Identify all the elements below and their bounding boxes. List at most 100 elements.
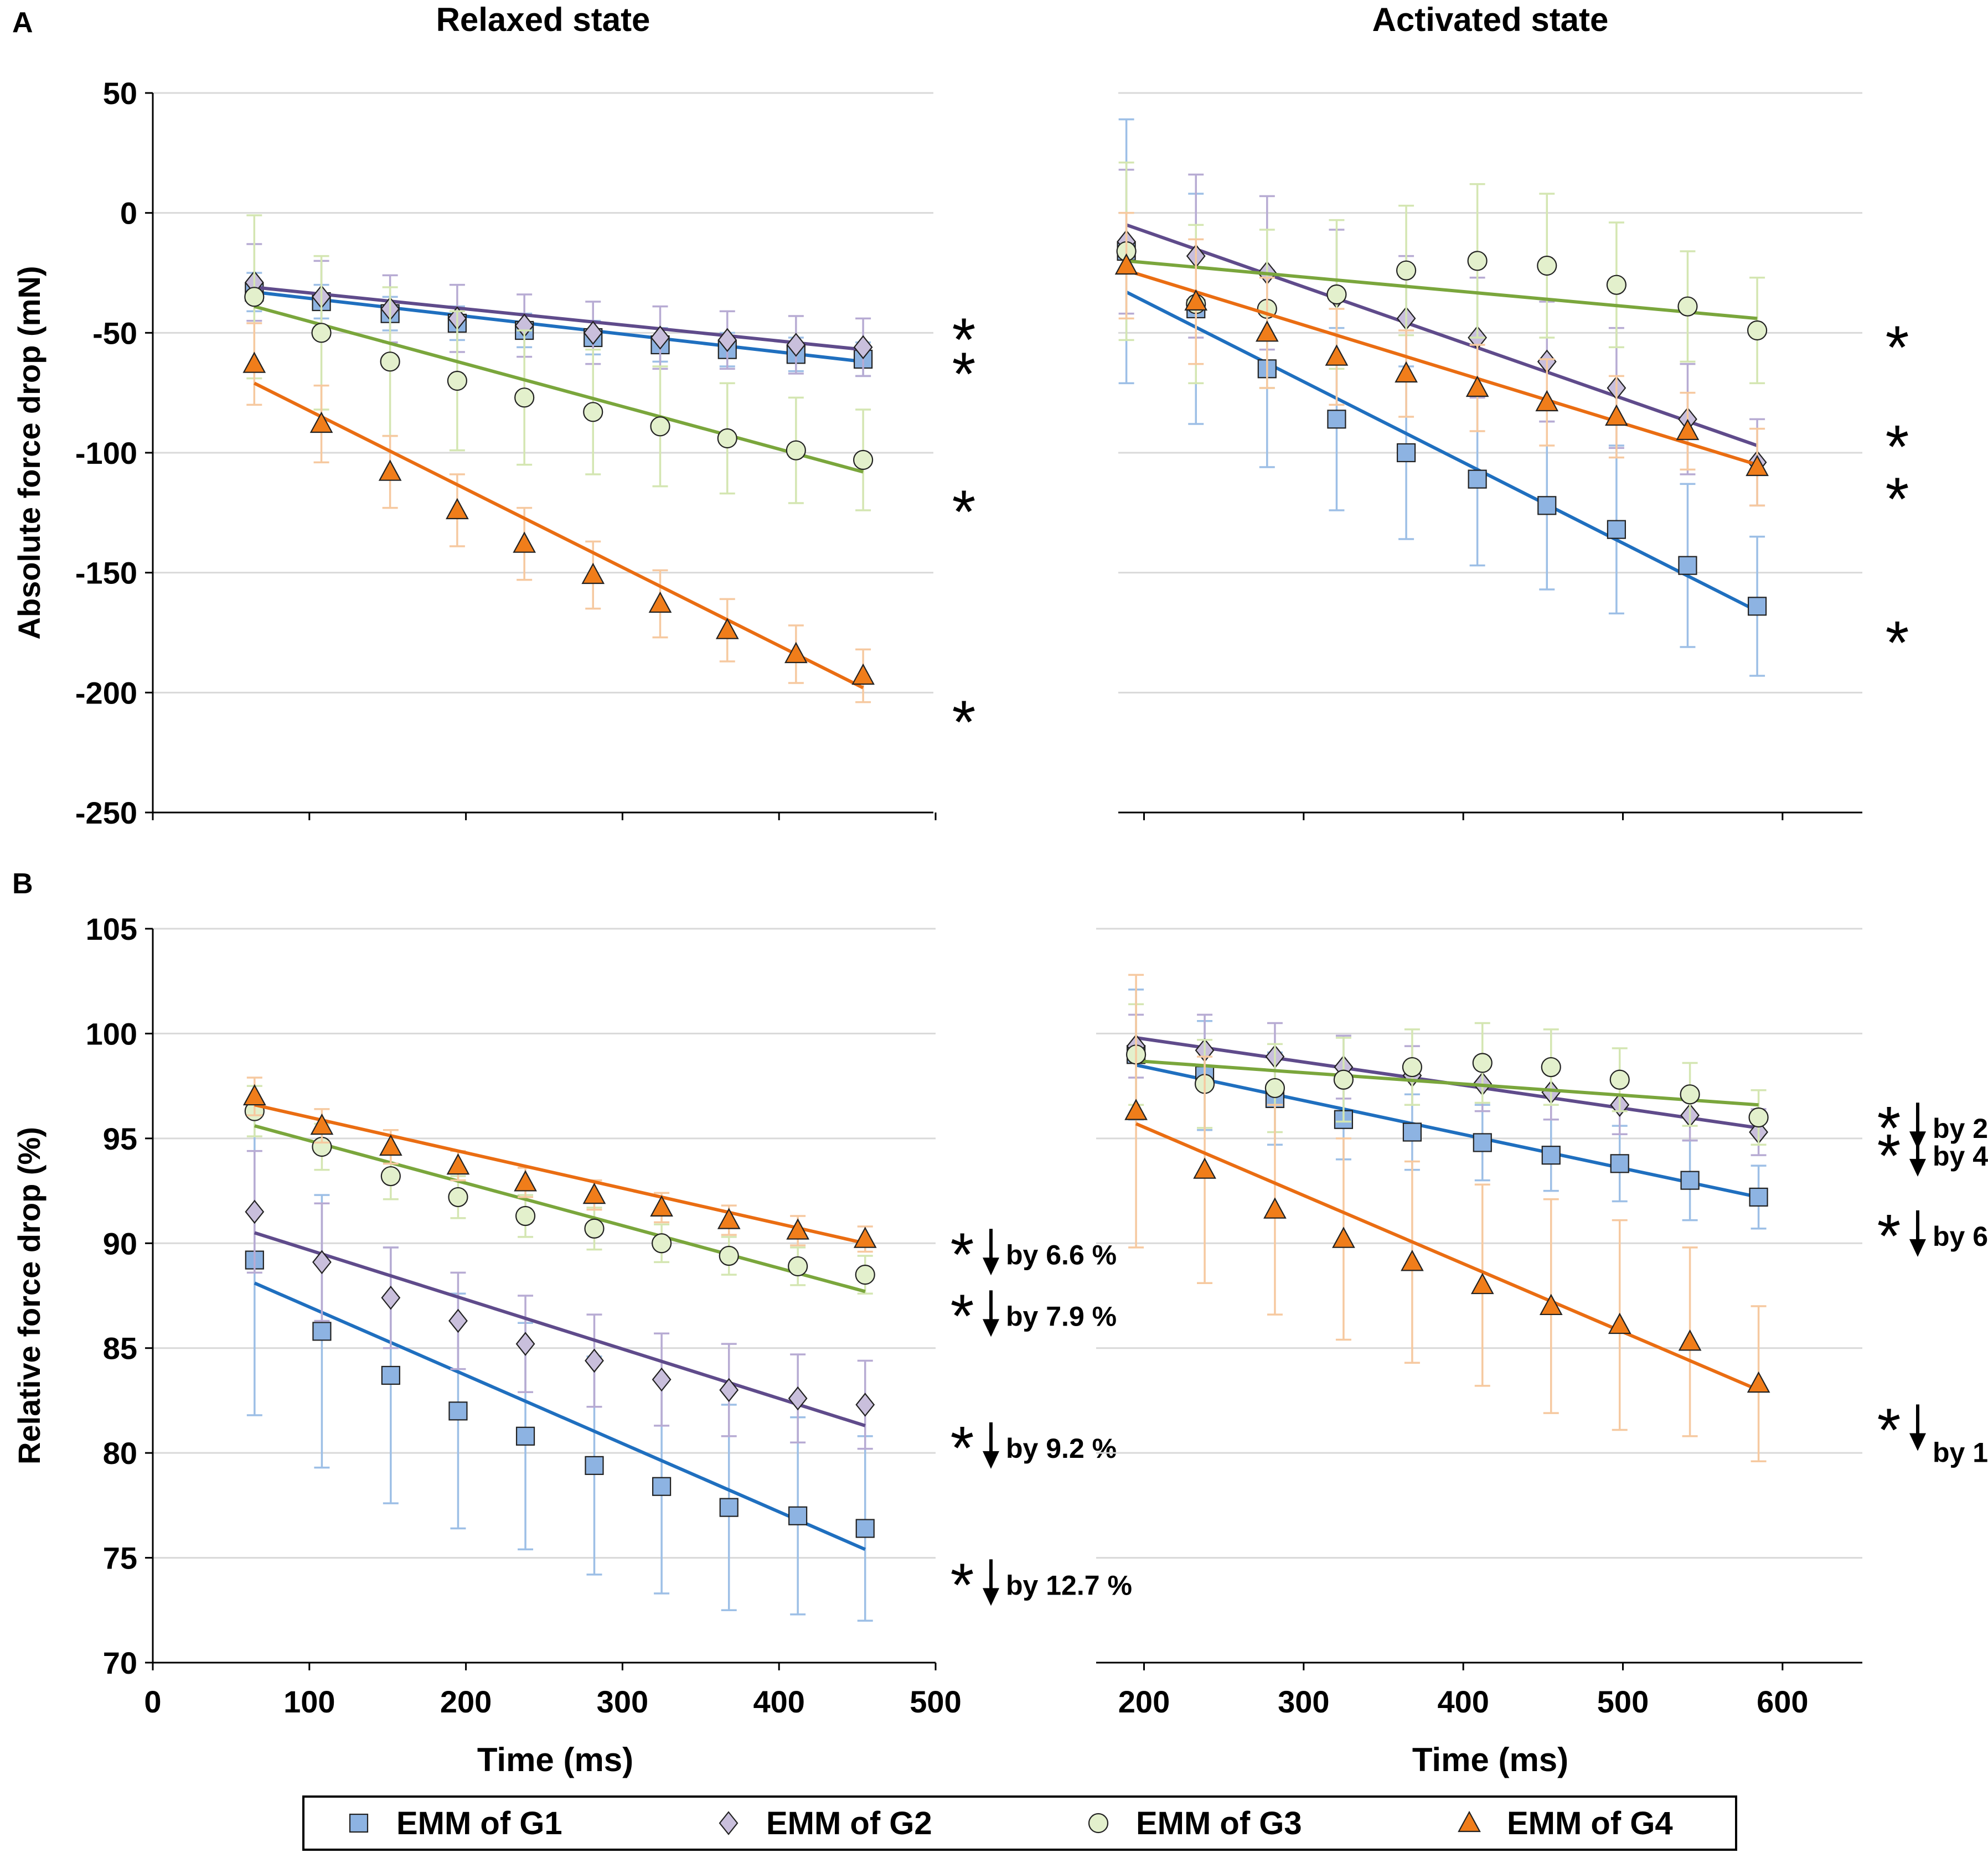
- data-point: [1750, 1188, 1768, 1206]
- significance-asterisk: *: [952, 478, 976, 546]
- data-point: [788, 1257, 807, 1276]
- arrow-head: [983, 1451, 999, 1469]
- data-point: [246, 1200, 264, 1223]
- trend-line: [1127, 261, 1757, 318]
- panel-B-relaxed: 1051009590858075700 100 200 300 400 500BRelat…: [12, 868, 1132, 1778]
- down-arrow-icon: [1909, 1103, 1926, 1149]
- data-point: [1681, 1172, 1699, 1189]
- down-arrow-icon: [1909, 1210, 1926, 1257]
- data-point: [1748, 1373, 1769, 1392]
- legend-label: EMM of G3: [1136, 1805, 1302, 1841]
- trend-line: [254, 292, 863, 362]
- x-tick-label: 200: [1118, 1684, 1170, 1719]
- data-point: [449, 1310, 467, 1332]
- trend-line: [1127, 292, 1757, 611]
- x-tick-label: 300: [1278, 1684, 1329, 1719]
- panel-title: Relaxed state: [436, 1, 650, 38]
- data-point: [1266, 1079, 1284, 1098]
- data-point: [515, 388, 534, 407]
- data-point: [1538, 496, 1556, 514]
- data-point: [1403, 1058, 1422, 1076]
- legend-label: EMM of G1: [396, 1805, 562, 1841]
- drop-label: by 7.9 %: [1006, 1301, 1117, 1332]
- data-point: [1472, 1274, 1493, 1293]
- panel-label: A: [12, 7, 33, 39]
- data-point: [1402, 1251, 1423, 1270]
- trend-line: [255, 1126, 865, 1291]
- data-point: [652, 1234, 671, 1253]
- trend-line: [1127, 271, 1757, 465]
- data-point: [854, 451, 872, 469]
- data-point: [1327, 285, 1346, 304]
- data-point: [653, 1369, 670, 1391]
- annotation-g3: *: [952, 478, 976, 546]
- data-point: [381, 1167, 400, 1186]
- data-point: [382, 1367, 400, 1384]
- data-point: [1474, 1134, 1491, 1151]
- arrow-head: [1909, 1433, 1926, 1451]
- data-point: [447, 1155, 468, 1174]
- legend-marker-circle-icon: [1089, 1814, 1108, 1833]
- arrow-head: [983, 1319, 999, 1337]
- drop-label: by 4.2 %: [1933, 1141, 1988, 1172]
- down-arrow-icon: [983, 1290, 999, 1337]
- data-point: [1469, 470, 1486, 488]
- data-point: [517, 1333, 534, 1355]
- arrow-head: [1909, 1159, 1926, 1177]
- data-point: [1403, 1123, 1421, 1141]
- series-g1: [245, 273, 872, 376]
- x-tick-label: 100: [283, 1684, 335, 1719]
- data-point: [1397, 261, 1416, 280]
- drop-label: by 6.3 %: [1933, 1221, 1988, 1252]
- arrow-head: [1909, 1131, 1926, 1149]
- data-point: [651, 417, 670, 436]
- drop-label: by 2.1 %: [1933, 1113, 1988, 1144]
- arrow-head: [983, 1588, 999, 1606]
- data-point: [1609, 1314, 1630, 1333]
- y-tick-label: 75: [103, 1541, 137, 1576]
- data-point: [514, 533, 535, 552]
- data-point: [1606, 406, 1627, 425]
- annotation-g4: *: [1886, 465, 1909, 534]
- y-tick-label: 85: [103, 1331, 137, 1366]
- legend-label: EMM of G4: [1507, 1805, 1673, 1841]
- annotation-g1: *: [1886, 609, 1909, 677]
- x-tick-label: 600: [1757, 1684, 1808, 1719]
- data-point: [650, 593, 671, 612]
- data-point: [585, 1457, 603, 1474]
- annotation-g3: * by 7.9 %: [951, 1282, 1117, 1350]
- x-tick-label: 400: [753, 1684, 804, 1719]
- data-point: [311, 413, 332, 432]
- y-tick-label: -100: [75, 436, 137, 470]
- data-point: [447, 499, 468, 519]
- data-point: [1749, 1108, 1768, 1127]
- data-point: [856, 1520, 874, 1538]
- x-axis-label: Time (ms): [1412, 1741, 1568, 1778]
- data-point: [1334, 1070, 1353, 1089]
- data-point: [585, 1349, 603, 1371]
- data-point: [789, 1507, 807, 1525]
- x-tick-label: 200: [440, 1684, 492, 1719]
- data-point: [1328, 410, 1345, 428]
- data-point: [1678, 297, 1697, 316]
- y-tick-label: 70: [103, 1645, 137, 1680]
- significance-asterisk: *: [951, 1414, 974, 1482]
- data-point: [856, 1265, 875, 1284]
- data-point: [1194, 1159, 1215, 1178]
- data-point: [1333, 1228, 1354, 1248]
- significance-asterisk: *: [951, 1282, 974, 1350]
- data-point: [786, 643, 807, 663]
- data-point: [245, 287, 264, 306]
- y-tick-label: 105: [86, 912, 137, 946]
- x-tick-label: 400: [1437, 1684, 1489, 1719]
- data-point: [1397, 444, 1415, 462]
- trend-line: [1136, 1124, 1759, 1390]
- data-point: [1542, 1146, 1560, 1164]
- data-point: [1468, 251, 1487, 270]
- y-tick-label: -250: [75, 795, 137, 830]
- arrow-head: [1909, 1239, 1926, 1257]
- annotation-g4: * by 12.8 %: [1877, 1396, 1988, 1468]
- trend-line: [1136, 1065, 1759, 1197]
- data-point: [1326, 346, 1347, 365]
- series-g1: [1118, 120, 1766, 676]
